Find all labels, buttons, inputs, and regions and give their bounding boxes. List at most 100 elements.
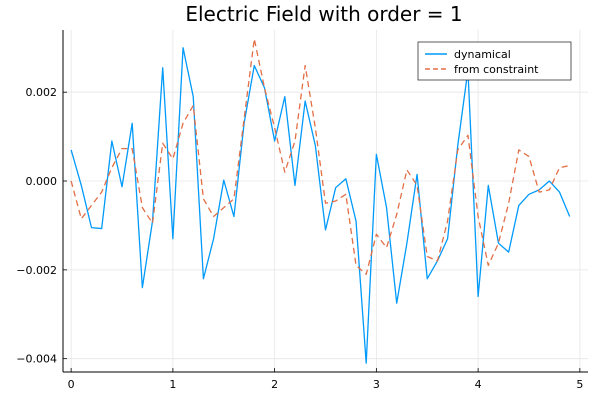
y-tick-label: −0.002 xyxy=(16,264,57,277)
data-point-from-constraint xyxy=(142,207,143,208)
data-point-from-constraint xyxy=(427,256,428,257)
data-point-from-constraint xyxy=(457,149,458,150)
y-axis-ticks: −0.004 −0.002 0.000 0.002 xyxy=(16,86,67,366)
chart-title: Electric Field with order = 1 xyxy=(185,2,462,26)
data-point-from-constraint xyxy=(101,192,102,193)
data-point-from-constraint xyxy=(284,172,285,173)
data-point-from-constraint xyxy=(213,216,214,217)
axes xyxy=(62,30,588,373)
data-point-dynamical xyxy=(274,140,275,141)
legend-label-from-constraint: from constraint xyxy=(454,63,539,76)
data-point-from-constraint xyxy=(325,203,326,204)
data-point-from-constraint xyxy=(193,105,194,106)
data-point-dynamical xyxy=(284,96,285,97)
data-point-dynamical xyxy=(101,228,102,229)
data-point-dynamical xyxy=(396,303,397,304)
data-point-from-constraint xyxy=(162,143,163,144)
data-point-from-constraint xyxy=(111,167,112,168)
y-tick-label: 0.002 xyxy=(26,86,58,99)
legend-box xyxy=(417,41,572,81)
grid xyxy=(63,30,588,372)
data-point-dynamical xyxy=(223,180,224,181)
data-point-dynamical xyxy=(203,278,204,279)
data-point-from-constraint xyxy=(518,149,519,150)
data-point-from-constraint xyxy=(416,185,417,186)
data-point-dynamical xyxy=(213,238,214,239)
x-tick-label: 1 xyxy=(169,378,176,391)
data-point-dynamical xyxy=(457,145,458,146)
data-point-dynamical xyxy=(406,243,407,244)
data-point-dynamical xyxy=(569,216,570,217)
y-tick-label: 0.000 xyxy=(26,175,58,188)
data-point-dynamical xyxy=(366,363,367,364)
x-tick-label: 4 xyxy=(475,378,482,391)
data-point-from-constraint xyxy=(274,127,275,128)
data-point-from-constraint xyxy=(437,260,438,261)
data-point-from-constraint xyxy=(91,205,92,206)
data-point-from-constraint xyxy=(121,148,122,149)
data-point-dynamical xyxy=(335,187,336,188)
data-point-dynamical xyxy=(142,287,143,288)
data-point-dynamical xyxy=(508,251,509,252)
data-point-from-constraint xyxy=(132,148,133,149)
data-point-dynamical xyxy=(233,216,234,217)
x-axis-ticks: 0 1 2 3 4 5 xyxy=(68,368,583,391)
x-tick-label: 0 xyxy=(68,378,75,391)
data-point-dynamical xyxy=(315,145,316,146)
data-point-from-constraint xyxy=(478,216,479,217)
legend-label-dynamical: dynamical xyxy=(454,48,511,61)
data-point-dynamical xyxy=(427,278,428,279)
data-point-dynamical xyxy=(518,205,519,206)
data-point-from-constraint xyxy=(152,223,153,224)
data-point-from-constraint xyxy=(376,234,377,235)
data-point-from-constraint xyxy=(488,265,489,266)
data-point-dynamical xyxy=(416,174,417,175)
data-point-dynamical xyxy=(447,238,448,239)
data-point-dynamical xyxy=(91,227,92,228)
data-point-from-constraint xyxy=(528,156,529,157)
data-point-from-constraint xyxy=(539,192,540,193)
data-point-from-constraint xyxy=(549,189,550,190)
data-point-dynamical xyxy=(172,238,173,239)
data-point-from-constraint xyxy=(406,169,407,170)
data-point-dynamical xyxy=(305,100,306,101)
data-point-from-constraint xyxy=(335,200,336,201)
data-point-dynamical xyxy=(182,47,183,48)
data-point-dynamical xyxy=(121,186,122,187)
data-point-from-constraint xyxy=(569,165,570,166)
data-point-from-constraint xyxy=(172,158,173,159)
data-point-dynamical xyxy=(71,149,72,150)
series-group xyxy=(70,38,571,364)
data-point-dynamical xyxy=(325,229,326,230)
legend: dynamical from constraint xyxy=(417,41,572,81)
data-point-from-constraint xyxy=(223,207,224,208)
data-point-from-constraint xyxy=(345,194,346,195)
x-tick-label: 3 xyxy=(373,378,380,391)
x-tick-label: 5 xyxy=(576,378,583,391)
data-point-from-constraint xyxy=(81,218,82,219)
data-point-dynamical xyxy=(549,180,550,181)
data-point-from-constraint xyxy=(467,135,468,136)
data-point-from-constraint xyxy=(315,127,316,128)
data-point-dynamical xyxy=(193,96,194,97)
data-point-from-constraint xyxy=(254,38,255,39)
data-point-from-constraint xyxy=(386,247,387,248)
data-point-dynamical xyxy=(345,178,346,179)
data-point-dynamical xyxy=(386,207,387,208)
data-point-dynamical xyxy=(488,185,489,186)
data-point-dynamical xyxy=(162,67,163,68)
data-point-from-constraint xyxy=(182,123,183,124)
data-point-from-constraint xyxy=(203,198,204,199)
x-tick-label: 2 xyxy=(271,378,278,391)
data-point-dynamical xyxy=(376,154,377,155)
data-point-dynamical xyxy=(81,185,82,186)
data-point-dynamical xyxy=(254,65,255,66)
data-point-dynamical xyxy=(478,296,479,297)
data-point-from-constraint xyxy=(264,87,265,88)
data-point-dynamical xyxy=(559,192,560,193)
data-point-from-constraint xyxy=(294,140,295,141)
data-point-from-constraint xyxy=(355,265,356,266)
data-point-from-constraint xyxy=(396,214,397,215)
y-tick-label: −0.004 xyxy=(16,353,57,366)
